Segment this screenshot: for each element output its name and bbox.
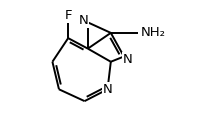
Text: F: F xyxy=(64,9,72,22)
Text: N: N xyxy=(123,53,133,66)
Text: N: N xyxy=(78,14,88,27)
Text: NH₂: NH₂ xyxy=(141,26,166,39)
Text: N: N xyxy=(103,83,112,96)
